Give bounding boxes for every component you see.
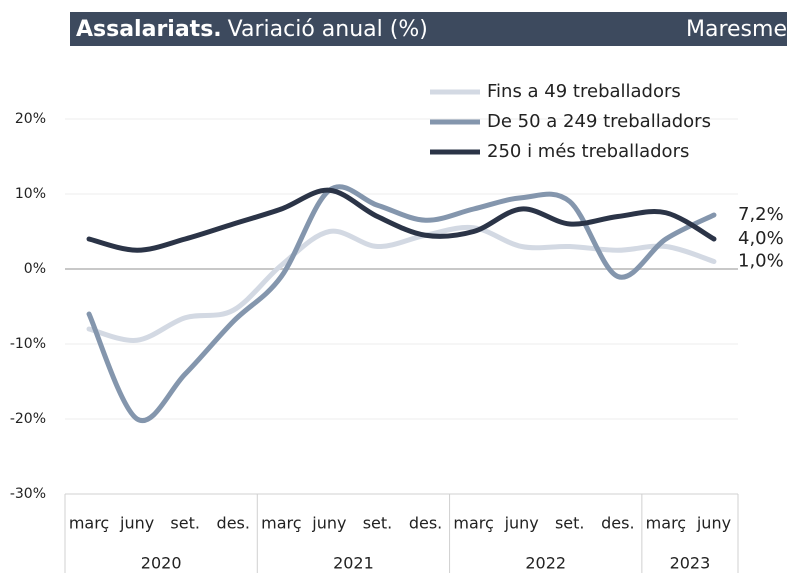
y-tick-label: -20% <box>10 411 46 427</box>
x-tick-label: març <box>261 514 301 533</box>
legend-label: Fins a 49 treballadors <box>487 81 681 102</box>
value-label: 4,0% <box>738 228 784 249</box>
region: Maresme <box>686 17 787 42</box>
x-tick-label: set. <box>555 514 585 533</box>
year-label: 2023 <box>670 554 711 573</box>
legend-label: De 50 a 249 treballadors <box>487 111 711 132</box>
x-tick-label: des. <box>601 514 634 533</box>
x-tick-label: des. <box>217 514 250 533</box>
year-label: 2020 <box>141 554 182 573</box>
header-bar <box>70 12 787 46</box>
series-line <box>86 187 717 253</box>
y-tick-label: -10% <box>10 336 46 352</box>
title-bold: Assalariats. <box>76 17 222 42</box>
year-label: 2021 <box>333 554 374 573</box>
x-tick-label: juny <box>311 514 346 533</box>
x-tick-label: des. <box>409 514 442 533</box>
series-line <box>86 184 717 424</box>
y-tick-label: 0% <box>24 261 46 277</box>
x-tick-label: març <box>646 514 686 533</box>
legend-label: 250 i més treballadors <box>487 141 689 162</box>
y-tick-label: 10% <box>15 186 46 202</box>
x-tick-label: març <box>69 514 109 533</box>
x-tick-label: set. <box>170 514 200 533</box>
y-tick-label: -30% <box>10 486 46 502</box>
series-line <box>86 224 717 343</box>
title: Variació anual (%) <box>228 17 428 42</box>
y-tick-label: 20% <box>15 111 46 127</box>
x-tick-label: set. <box>363 514 393 533</box>
x-tick-label: juny <box>696 514 731 533</box>
value-label: 1,0% <box>738 251 784 272</box>
header-title: Assalariats. Variació anual (%) <box>76 17 428 42</box>
x-tick-label: juny <box>504 514 539 533</box>
value-label: 7,2% <box>738 204 784 225</box>
x-tick-label: març <box>453 514 493 533</box>
year-label: 2022 <box>525 554 566 573</box>
x-tick-label: juny <box>119 514 154 533</box>
